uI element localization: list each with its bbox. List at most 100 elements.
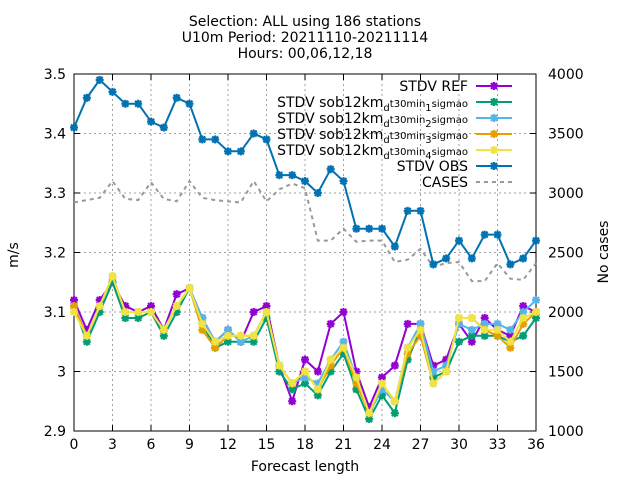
data-point bbox=[480, 331, 489, 340]
x-tick-label: 24 bbox=[373, 437, 391, 453]
legend-label-part: t30min bbox=[390, 115, 426, 126]
x-tick-label: 15 bbox=[258, 437, 276, 453]
legend-label-part: sigmao bbox=[432, 147, 468, 158]
data-point bbox=[224, 331, 232, 340]
legend-label: CASES bbox=[422, 175, 468, 191]
data-point bbox=[403, 206, 412, 215]
data-point bbox=[519, 313, 528, 322]
x-tick-label: 27 bbox=[412, 437, 430, 453]
data-point bbox=[249, 331, 258, 340]
x-tick-label: 6 bbox=[147, 437, 156, 453]
legend-label-part: t30min bbox=[390, 131, 426, 142]
legend-label-part: 4 bbox=[425, 151, 431, 162]
x-tick-label: 21 bbox=[335, 437, 353, 453]
x-tick-label: 33 bbox=[489, 437, 507, 453]
data-point bbox=[506, 325, 515, 334]
data-point bbox=[390, 361, 399, 370]
data-point bbox=[224, 325, 232, 334]
x-tick-label: 18 bbox=[296, 437, 314, 453]
data-point bbox=[326, 355, 335, 364]
data-point bbox=[416, 206, 425, 215]
y-tick-label: 3.1 bbox=[44, 305, 66, 321]
legend-label-part: 2 bbox=[425, 119, 431, 130]
data-point bbox=[288, 171, 297, 180]
data-point bbox=[352, 224, 361, 233]
y-tick-label: 2.9 bbox=[44, 424, 66, 440]
data-point bbox=[378, 379, 386, 388]
data-point bbox=[288, 397, 297, 406]
legend-label: STDV OBS bbox=[397, 159, 468, 175]
legend-label-part: STDV sob12km bbox=[277, 143, 383, 159]
data-point bbox=[70, 308, 78, 316]
data-point bbox=[211, 135, 220, 144]
legend-label: STDV sob12kmdt30min1sigmao bbox=[277, 95, 468, 114]
legend-marker bbox=[490, 98, 498, 106]
data-point bbox=[70, 123, 78, 132]
data-point bbox=[185, 284, 194, 293]
data-point bbox=[519, 254, 528, 263]
legend-label-part: STDV sob12km bbox=[277, 95, 383, 111]
data-point bbox=[416, 325, 425, 334]
data-point bbox=[172, 302, 181, 311]
data-point bbox=[301, 177, 309, 186]
data-point bbox=[198, 325, 207, 334]
data-point bbox=[352, 373, 361, 382]
data-point bbox=[262, 308, 271, 316]
data-point bbox=[455, 236, 463, 245]
data-point bbox=[275, 171, 284, 180]
y-tick-label: 3.5 bbox=[44, 67, 66, 83]
data-point bbox=[365, 409, 374, 418]
data-point bbox=[313, 189, 322, 197]
data-point bbox=[121, 99, 130, 108]
data-point bbox=[159, 123, 168, 132]
chart-title-line: U10m Period: 20211110-20211114 bbox=[182, 30, 429, 46]
data-point bbox=[262, 302, 271, 311]
data-point bbox=[236, 331, 245, 340]
data-point bbox=[506, 260, 515, 269]
data-point bbox=[467, 313, 476, 322]
data-point bbox=[493, 325, 502, 334]
data-point bbox=[480, 230, 489, 239]
y2-tick-label: 2500 bbox=[548, 246, 584, 262]
legend-label-part: t30min bbox=[390, 99, 426, 110]
x-tick-label: 0 bbox=[70, 437, 79, 453]
data-point bbox=[121, 308, 130, 316]
data-point bbox=[365, 224, 374, 233]
data-point bbox=[82, 93, 91, 102]
data-point bbox=[95, 75, 104, 84]
legend-label: STDV sob12kmdt30min4sigmao bbox=[277, 143, 468, 162]
data-point bbox=[185, 99, 194, 108]
data-point bbox=[493, 230, 502, 239]
legend-label-part: 3 bbox=[425, 135, 431, 146]
data-point bbox=[403, 343, 412, 352]
legend-marker bbox=[490, 82, 498, 90]
data-point bbox=[519, 302, 528, 311]
data-point bbox=[532, 308, 540, 316]
y-tick-label: 3.2 bbox=[44, 246, 66, 262]
data-point bbox=[172, 290, 181, 299]
data-point bbox=[224, 337, 232, 346]
data-point bbox=[493, 319, 502, 328]
data-point bbox=[339, 343, 348, 352]
data-point bbox=[301, 367, 309, 376]
legend-label: STDV sob12kmdt30min3sigmao bbox=[277, 127, 468, 146]
data-point bbox=[519, 331, 528, 340]
data-point bbox=[172, 93, 181, 102]
data-point bbox=[480, 313, 489, 322]
legend-label-part: STDV sob12km bbox=[277, 111, 383, 127]
data-point bbox=[134, 99, 143, 108]
legend-label: STDV sob12kmdt30min2sigmao bbox=[277, 111, 468, 130]
data-point bbox=[390, 409, 399, 418]
data-point bbox=[249, 129, 258, 138]
data-point bbox=[429, 260, 438, 269]
data-point bbox=[262, 135, 271, 144]
data-point bbox=[506, 337, 515, 346]
y2-tick-label: 1500 bbox=[548, 365, 584, 381]
data-point bbox=[224, 147, 232, 156]
data-point bbox=[236, 147, 245, 156]
legend-marker bbox=[490, 162, 498, 170]
legend-label-part: d bbox=[383, 135, 389, 146]
data-point bbox=[288, 379, 297, 388]
data-point bbox=[313, 385, 322, 394]
